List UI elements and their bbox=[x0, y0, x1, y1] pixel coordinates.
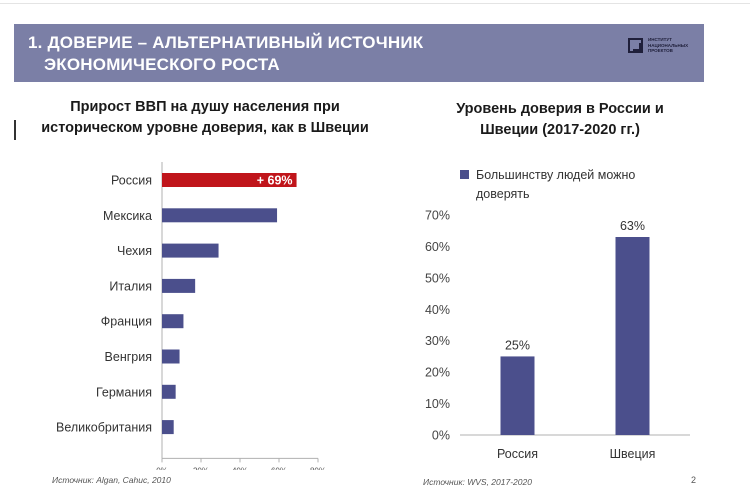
left-chart-title: Прирост ВВП на душу населения при истори… bbox=[35, 97, 375, 139]
right-chart-title: Уровень доверия в России и Швеции (2017-… bbox=[430, 99, 690, 141]
bar-5 bbox=[162, 349, 180, 364]
category-label-6: Германия bbox=[96, 385, 152, 399]
y-tick-label-2: 20% bbox=[425, 366, 450, 380]
data-label-0: 25% bbox=[505, 338, 530, 352]
data-label-0: + 69% bbox=[257, 174, 293, 188]
text-cursor bbox=[14, 120, 16, 140]
category-label-0: Россия bbox=[497, 447, 538, 461]
right-bar-chart: 0% 10% 20% 30% 40% 50% 60% 70% 25% Россия 63% Швеци… bbox=[425, 209, 690, 461]
banner-title-line1: 1. ДОВЕРИЕ – АЛЬТЕРНАТИВНЫЙ ИСТОЧНИК bbox=[28, 33, 424, 52]
left-chart-title-line1: Прирост ВВП на душу населения при bbox=[70, 99, 340, 115]
category-label-1: Швеция bbox=[610, 447, 656, 461]
bar-3 bbox=[162, 278, 196, 293]
bar-6 bbox=[162, 384, 176, 399]
category-label-7: Великобритания bbox=[56, 421, 152, 435]
y-tick-label-3: 30% bbox=[425, 334, 450, 348]
bar-1 bbox=[162, 208, 278, 223]
y-tick-label-4: 40% bbox=[425, 303, 450, 317]
left-source: Источник: Algan, Cahuc, 2010 bbox=[52, 475, 171, 485]
y-tick-label-0: 0% bbox=[432, 429, 450, 443]
y-tick-label-1: 10% bbox=[425, 397, 450, 411]
right-chart-title-line2: Швеции (2017-2020 гг.) bbox=[480, 122, 640, 138]
y-tick-label-6: 60% bbox=[425, 240, 450, 254]
data-label-1: 63% bbox=[620, 219, 645, 233]
y-tick-label-5: 50% bbox=[425, 271, 450, 285]
left-bar-chart: Россия + 69% Мексика Чехия Италия Франция Венг… bbox=[56, 162, 326, 470]
category-label-1: Мексика bbox=[103, 209, 152, 223]
x-tick-label-4: 80% bbox=[310, 466, 326, 470]
title-banner: 1. ДОВЕРИЕ – АЛЬТЕРНАТИВНЫЙ ИСТОЧНИК ЭКО… bbox=[14, 24, 704, 82]
category-label-3: Италия bbox=[109, 279, 152, 293]
left-chart-title-line2: историческом уровне доверия, как в Швеци… bbox=[41, 120, 369, 136]
legend-swatch bbox=[460, 170, 469, 179]
x-tick-label-0: 0% bbox=[156, 466, 168, 470]
x-tick-label-1: 20% bbox=[193, 466, 209, 470]
bar-0 bbox=[500, 356, 535, 435]
logo-text: ИНСТИТУТ НАЦИОНАЛЬНЫХ ПРОЕКТОВ bbox=[648, 37, 689, 53]
y-tick-label-7: 70% bbox=[425, 209, 450, 223]
category-label-0: Россия bbox=[111, 174, 152, 188]
top-divider bbox=[0, 3, 750, 4]
bar-4 bbox=[162, 314, 184, 329]
right-chart-title-line1: Уровень доверия в России и bbox=[456, 101, 664, 117]
category-label-5: Венгрия bbox=[105, 350, 152, 364]
x-tick-label-3: 60% bbox=[271, 466, 287, 470]
bar-2 bbox=[162, 243, 219, 258]
legend-label: Большинству людей можно доверять bbox=[476, 168, 636, 201]
institute-logo-icon bbox=[628, 38, 643, 53]
bar-0 bbox=[162, 173, 297, 187]
category-label-2: Чехия bbox=[117, 244, 152, 258]
bar-1 bbox=[615, 237, 650, 435]
x-tick-label-2: 40% bbox=[232, 466, 248, 470]
bar-7 bbox=[162, 420, 174, 435]
banner-title-line2: ЭКОНОМИЧЕСКОГО РОСТА bbox=[44, 55, 280, 74]
category-label-4: Франция bbox=[101, 315, 152, 329]
right-source: Источник: WVS, 2017-2020 bbox=[423, 477, 532, 487]
page-number: 2 bbox=[691, 475, 697, 485]
